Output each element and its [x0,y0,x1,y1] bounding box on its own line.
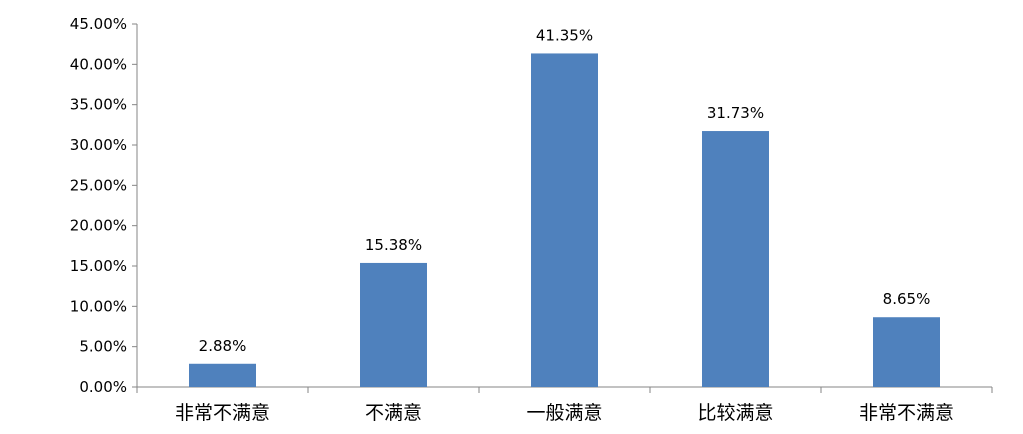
y-axis: 0.00% 5.00% 10.00% 15.00% 20.00% 25.00% 30.00%… [70,15,138,396]
data-label: 8.65% [883,290,931,308]
bar [531,53,598,388]
y-tick-label: 15.00% [70,257,127,275]
x-category-label: 非常不满意 [859,402,954,424]
x-category-label: 非常不满意 [175,402,270,424]
x-category-label: 一般满意 [526,402,602,424]
y-tick-label: 45.00% [70,15,127,33]
bar [360,262,427,387]
y-tick-label: 30.00% [70,136,127,154]
data-label: 2.88% [199,337,247,355]
bar [873,317,940,387]
y-tick-label: 10.00% [70,297,127,315]
y-tick-label: 5.00% [79,338,127,356]
y-tick-label: 35.00% [70,96,127,114]
data-label: 41.35% [536,26,593,44]
bars [189,53,940,388]
y-tick-label: 0.00% [79,378,127,396]
bar [189,363,256,387]
y-tick-label: 20.00% [70,217,127,235]
y-tick-label: 25.00% [70,176,127,194]
data-label: 31.73% [707,104,764,122]
bar [702,131,769,387]
data-label: 15.38% [365,236,422,254]
x-category-label: 比较满意 [697,402,773,424]
x-axis: 非常不满意 不满意 一般满意 比较满意 非常不满意 [136,386,993,424]
data-labels: 2.88% 15.38% 41.35% 31.73% 8.65% [199,26,931,354]
x-category-label: 不满意 [365,402,422,424]
y-tick-label: 40.00% [70,55,127,73]
